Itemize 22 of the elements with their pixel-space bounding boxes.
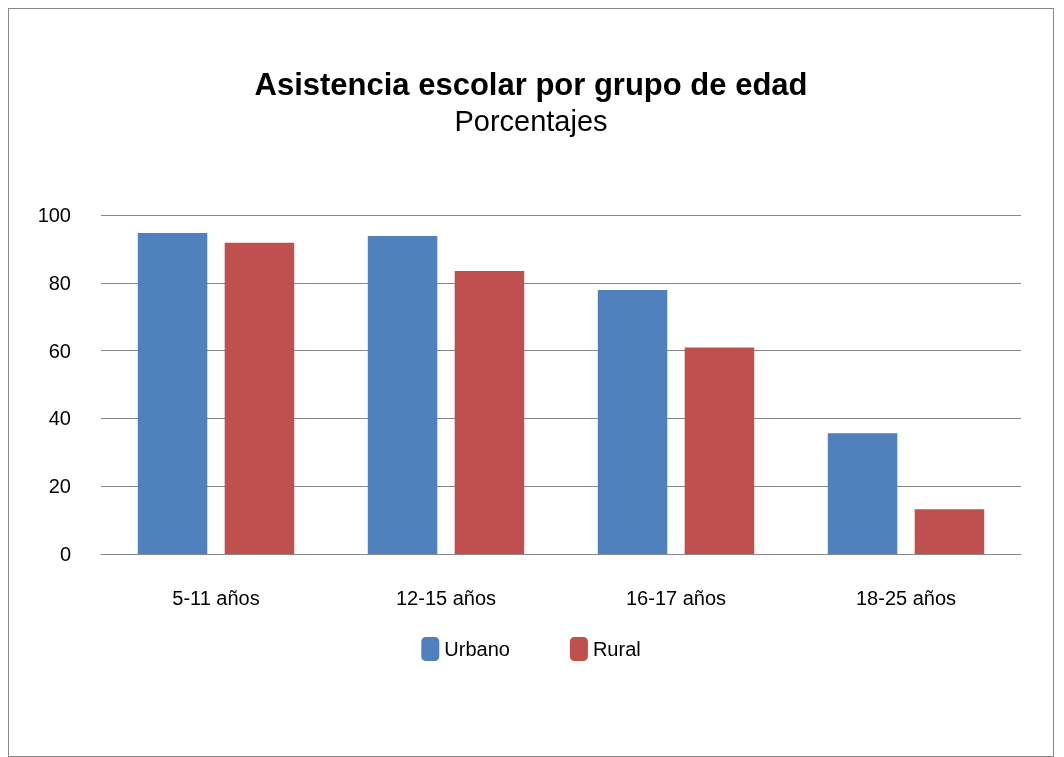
legend-label: Urbano	[444, 638, 510, 660]
x-tick-label: 5-11 años	[172, 587, 260, 609]
bar	[827, 433, 898, 554]
chart-subtitle: Porcentajes	[454, 104, 608, 137]
y-tick-label: 20	[48, 475, 71, 498]
bar	[914, 509, 985, 554]
legend-label: Rural	[592, 638, 641, 660]
x-tick-label: 12-15 años	[395, 587, 497, 609]
y-tick-label: 40	[48, 407, 71, 430]
x-tick-label: 18-25 años	[855, 587, 957, 609]
bar	[454, 270, 525, 554]
y-tick-label: 100	[37, 204, 71, 226]
x-tick-label: 16-17 años	[625, 587, 727, 609]
bar	[367, 236, 438, 554]
y-tick-label: 60	[48, 339, 71, 362]
bar	[684, 347, 755, 554]
y-tick-label: 0	[59, 543, 71, 565]
bar	[137, 232, 208, 554]
bar	[597, 289, 668, 554]
y-tick-label: 80	[48, 271, 71, 294]
bar	[224, 242, 295, 554]
chart-title: Asistencia escolar por grupo de edad	[254, 67, 808, 102]
